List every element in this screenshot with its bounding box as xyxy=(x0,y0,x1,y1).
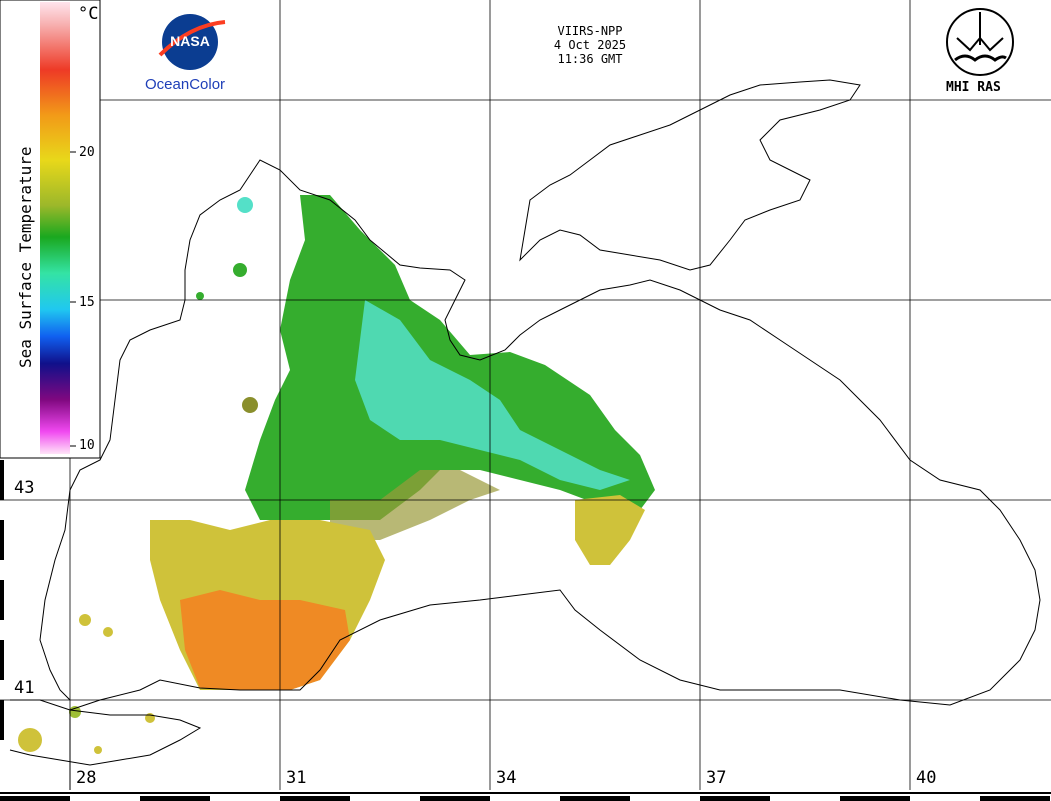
lon-label: 31 xyxy=(286,768,307,788)
sst-field xyxy=(18,195,655,754)
colorbar-title: Sea Surface Temperature xyxy=(16,146,35,368)
sst-orange-region xyxy=(180,590,350,690)
colorbar-gradient xyxy=(40,2,70,454)
lon-label: 34 xyxy=(496,768,517,788)
nasa-wordmark: NASA xyxy=(170,33,210,49)
lon-label: 40 xyxy=(916,768,937,788)
sst-patch xyxy=(237,197,253,213)
lon-label: 37 xyxy=(706,768,727,788)
satellite-name: VIIRS-NPP xyxy=(557,24,623,38)
lat-label: 41 xyxy=(14,678,35,698)
sst-patch xyxy=(18,728,42,752)
sst-patch xyxy=(196,292,204,300)
colorbar-tick-label: 15 xyxy=(79,295,95,310)
sst-patch xyxy=(69,706,81,718)
sst-cyan-region xyxy=(355,300,630,490)
edge-scale xyxy=(0,460,1051,801)
sst-patch xyxy=(79,614,91,626)
coastline xyxy=(9,79,1041,790)
sst-patch xyxy=(103,627,113,637)
acquisition-date: 4 Oct 2025 xyxy=(553,38,627,52)
sst-patch xyxy=(242,397,258,413)
colorbar-tick-label: 10 xyxy=(79,438,95,453)
lat-label: 43 xyxy=(14,478,35,498)
oceancolor-label: OceanColor xyxy=(145,76,226,93)
acquisition-time: 11:36 GMT xyxy=(557,52,623,66)
sst-patch xyxy=(94,746,102,754)
mhi-ras-logo xyxy=(946,8,1014,76)
sst-patch xyxy=(233,263,247,277)
institute-label: MHI RAS xyxy=(946,80,1001,95)
nasa-logo xyxy=(158,14,226,70)
lon-label: 28 xyxy=(76,768,97,788)
colorbar-ticks xyxy=(70,151,76,447)
colorbar-unit: °C xyxy=(78,4,99,24)
sst-yellow-east xyxy=(575,495,645,565)
colorbar-tick-label: 20 xyxy=(79,145,95,160)
sst-green-region xyxy=(245,195,655,520)
sst-olive-region xyxy=(330,470,500,540)
